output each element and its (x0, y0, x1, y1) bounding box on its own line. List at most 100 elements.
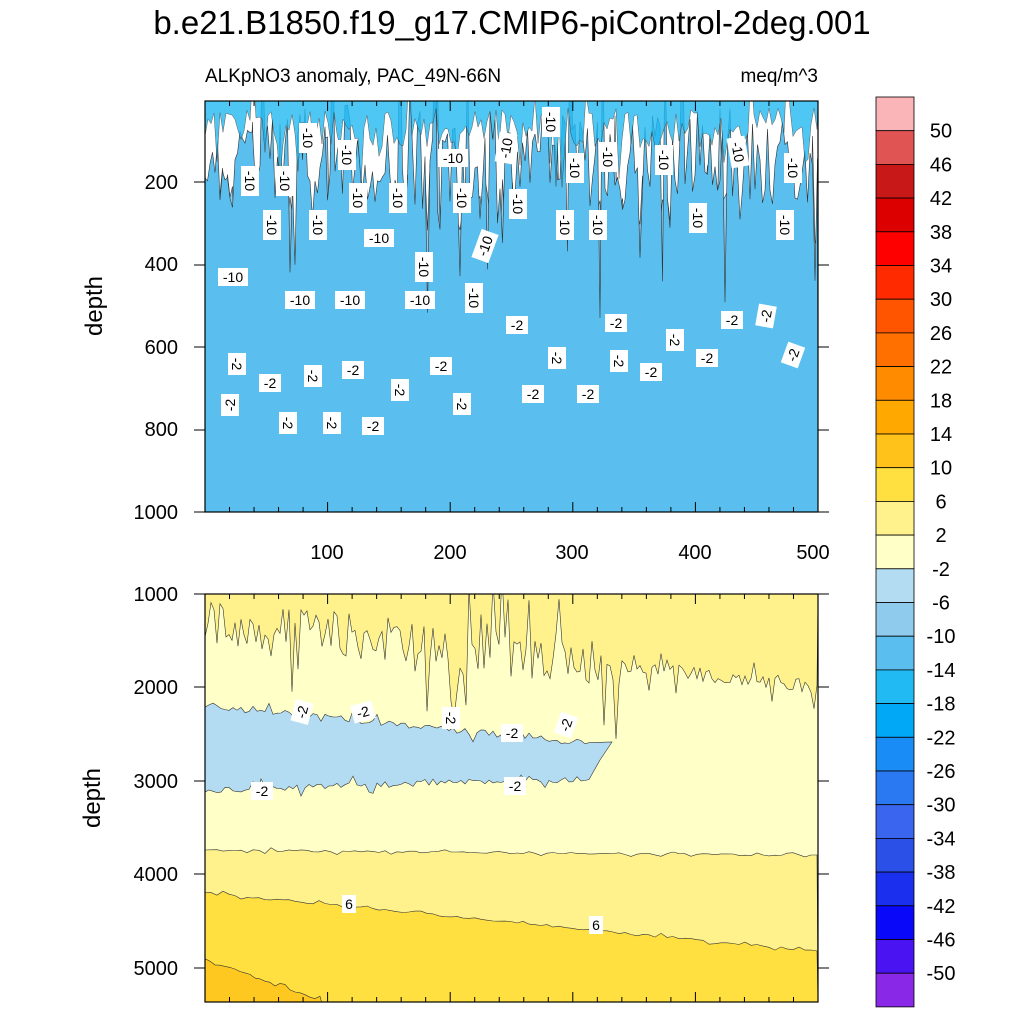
contour-label-text: -10 (390, 188, 406, 208)
y-tick-label: 600 (145, 337, 178, 359)
colorbar-label: 10 (930, 458, 952, 480)
contour-label-text: -2 (757, 308, 775, 323)
lower-y-tick-labels: 1000 2000 3000 4000 5000 (134, 584, 179, 980)
contour-label: -10 (299, 123, 317, 153)
contour-label: -10 (689, 203, 707, 233)
colorbar-box (875, 231, 915, 266)
x-tick-label: 500 (796, 542, 829, 564)
contour-band-6 (205, 890, 818, 1002)
contour-label-text: -10 (454, 188, 470, 208)
contour-label-bg (506, 316, 528, 334)
contour-label: -2 (430, 357, 452, 375)
contour-label-text: -2 (355, 703, 371, 722)
contour-label-text: -2 (556, 716, 575, 733)
contour-label-text: -10 (339, 145, 355, 165)
contour-label: -10 (438, 149, 468, 167)
chart-subtitle-left: ALKpNO3 anomaly, PAC_49N-66N (205, 66, 501, 87)
contour-label-bg (784, 153, 802, 183)
contour-band-minus18 (205, 101, 818, 188)
colorbar-box (875, 163, 915, 199)
upper-contour-labels: -10 -10 -10 -10 -10 -10 -10 -10 -10 -10 -10 -10 -10 -… (218, 107, 806, 435)
contour-label-text: -2 (324, 417, 340, 430)
y-tick-label: 400 (145, 254, 178, 276)
contour-label-bg (259, 374, 281, 392)
contour-label-text: -10 (290, 292, 310, 308)
colorbar-box (875, 399, 915, 435)
colorbar-boxes (875, 96, 915, 1008)
upper-plot-frame (204, 100, 819, 513)
contour-label-bg (589, 916, 603, 934)
contour-label-bg (780, 341, 806, 369)
contour-label-text: -2 (783, 346, 802, 363)
contour-label-bg (640, 363, 662, 381)
contour-label: -2 (610, 350, 628, 372)
contour-label-bg (405, 291, 435, 309)
colorbar-box (875, 972, 915, 1008)
colorbar-box (875, 96, 915, 132)
contour-label-bg (342, 895, 356, 913)
contour-label: -10 (309, 210, 327, 240)
colorbar-box (875, 669, 915, 705)
contour-label-text: -10 (590, 215, 606, 235)
contour-label: -10 (784, 153, 802, 183)
contour-band-minus6 (205, 702, 613, 797)
y-tick-label: 1000 (134, 584, 179, 606)
contour-label-bg (263, 210, 281, 240)
contour-label: -2 (323, 412, 341, 434)
contour-label-text: -10 (277, 171, 293, 191)
colorbar-box (875, 770, 915, 806)
x-tick-label: 100 (310, 542, 343, 564)
contour-label-text: -10 (300, 128, 316, 148)
contour-label-text: -2 (582, 386, 595, 402)
contour-label-bg (689, 203, 707, 233)
colorbar-label: -38 (927, 862, 956, 884)
contour-label: -2 (251, 782, 273, 800)
contour-label: -2 (721, 311, 743, 329)
contour-label-bg (666, 329, 684, 351)
contour-label-text: -2 (392, 384, 408, 397)
colorbar-label: 34 (930, 256, 952, 278)
contour-label: -10 (726, 135, 750, 169)
contour-label-bg (251, 782, 273, 800)
colorbar-label: -42 (927, 896, 956, 918)
lower-plot-frame (204, 593, 819, 1003)
lower-contour-labels: -2 -2 -2 -2 -2 -2 -2 6 6 (251, 699, 603, 934)
contour-label: 6 (589, 916, 603, 934)
contour-label: -2 (453, 393, 471, 415)
contour-label-text: -2 (511, 317, 524, 333)
colorbar-label: -26 (927, 761, 956, 783)
contour-label-bg (465, 283, 483, 313)
colorbar-label: -46 (927, 930, 956, 952)
contour-label-bg (655, 145, 673, 175)
contour-label: -2 (442, 707, 460, 729)
contour-label-text: -2 (443, 712, 459, 725)
contour-label: -2 (666, 329, 684, 351)
contour-band-2-upper (205, 594, 818, 740)
contour-label: 6 (342, 895, 356, 913)
lower-panel: -2 -2 -2 -2 -2 -2 -2 6 6 1000 2000 3000 4000 500… (79, 584, 829, 1003)
contour-label-bg (221, 394, 239, 416)
colorbar-box (875, 197, 915, 233)
contour-label-bg (304, 365, 322, 387)
colorbar-label: 26 (930, 323, 952, 345)
contour-label-text: -10 (690, 208, 706, 228)
colorbar-label: 46 (930, 154, 952, 176)
contour-label-bg (566, 153, 584, 183)
contour-label-text: -2 (726, 312, 739, 328)
contour-label-text: -2 (645, 364, 658, 380)
contour-label-bg (415, 252, 433, 282)
contour-label-bg (542, 107, 560, 137)
contour-label-bg (362, 417, 384, 435)
colorbar-box (875, 568, 915, 603)
contour-label-bg (726, 135, 750, 169)
contour-label-text: -2 (701, 350, 714, 366)
contour-label: -10 (599, 142, 617, 172)
lower-y-axis-label: depth (79, 768, 106, 828)
contour-label-text: -10 (777, 215, 793, 235)
contour-label: -10 (415, 252, 433, 282)
contour-label: -2 (605, 314, 627, 332)
colorbar-box (875, 332, 915, 367)
contour-label-text: -10 (242, 171, 258, 191)
contour-label-text: -2 (222, 399, 238, 412)
